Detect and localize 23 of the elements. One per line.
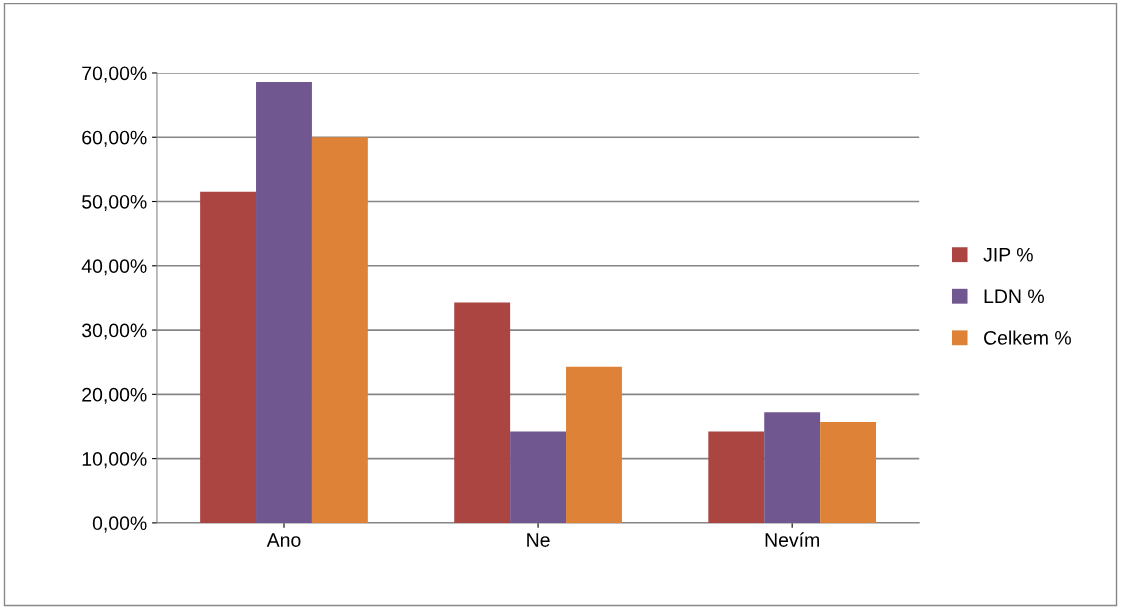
y-tick-label: 70,00%: [82, 66, 147, 83]
y-tick-label: 0,00%: [92, 516, 147, 533]
bar: [200, 191, 257, 523]
x-tick-label: Ano: [266, 533, 301, 547]
legend-label: Celkem %: [984, 330, 1071, 345]
bar: [510, 431, 567, 523]
bar: [256, 81, 312, 523]
legend-label: JIP %: [983, 247, 1033, 262]
legend-label: LDN %: [984, 289, 1044, 304]
y-tick-label: 20,00%: [82, 387, 147, 404]
bar: [820, 421, 877, 523]
y-tick-label: 30,00%: [82, 323, 147, 340]
x-tick-label: Nevím: [765, 532, 819, 547]
y-tick-label: 50,00%: [82, 194, 147, 212]
x-tick-label: Ne: [527, 533, 550, 547]
bar: [454, 302, 511, 523]
bar: [566, 366, 622, 523]
y-tick-label: 60,00%: [82, 130, 147, 147]
bar: [311, 137, 368, 523]
y-tick-label: 10,00%: [82, 452, 147, 469]
bar: [708, 431, 765, 523]
bar: [764, 412, 821, 523]
y-tick-label: 40,00%: [81, 259, 147, 276]
